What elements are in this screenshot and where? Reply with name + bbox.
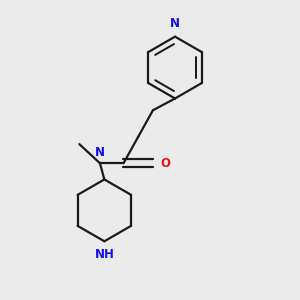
Text: O: O	[160, 157, 170, 170]
Text: N: N	[170, 17, 180, 30]
Text: N: N	[95, 146, 105, 159]
Text: NH: NH	[94, 248, 114, 261]
